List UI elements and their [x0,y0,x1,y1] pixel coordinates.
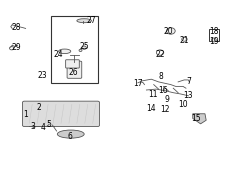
Ellipse shape [82,46,86,49]
Ellipse shape [166,28,175,34]
Ellipse shape [77,19,92,23]
Text: 2: 2 [37,103,41,112]
Text: 28: 28 [11,23,20,32]
FancyBboxPatch shape [22,101,100,127]
Text: 3: 3 [30,122,35,131]
Text: 8: 8 [159,72,163,81]
Text: 12: 12 [160,105,169,114]
Text: 22: 22 [155,50,164,59]
Text: 24: 24 [54,50,63,59]
Bar [51,16,98,83]
Text: 27: 27 [87,16,96,25]
Text: 1: 1 [23,110,28,119]
Text: 14: 14 [146,103,156,112]
Text: 4: 4 [40,123,45,132]
Ellipse shape [211,38,216,42]
Text: 13: 13 [183,91,193,100]
FancyBboxPatch shape [66,60,79,68]
Ellipse shape [79,49,82,51]
Text: 10: 10 [178,100,188,109]
Ellipse shape [57,130,84,138]
Text: 23: 23 [38,71,48,80]
Text: 11: 11 [148,90,157,99]
Text: 15: 15 [192,114,201,123]
Bar [209,29,219,41]
Text: 20: 20 [163,27,173,36]
Text: 18: 18 [210,27,219,36]
FancyBboxPatch shape [67,61,82,78]
Text: 7: 7 [187,77,192,86]
Text: 17: 17 [133,79,143,88]
Polygon shape [193,114,206,124]
Text: 6: 6 [67,132,72,141]
Text: 25: 25 [79,42,89,51]
Text: 21: 21 [180,36,189,45]
Text: 29: 29 [11,43,21,52]
Text: 19: 19 [209,37,219,46]
Text: 5: 5 [46,120,51,129]
Text: 16: 16 [159,86,168,94]
Text: 9: 9 [165,95,170,104]
Ellipse shape [59,49,71,54]
Text: 26: 26 [68,68,78,76]
